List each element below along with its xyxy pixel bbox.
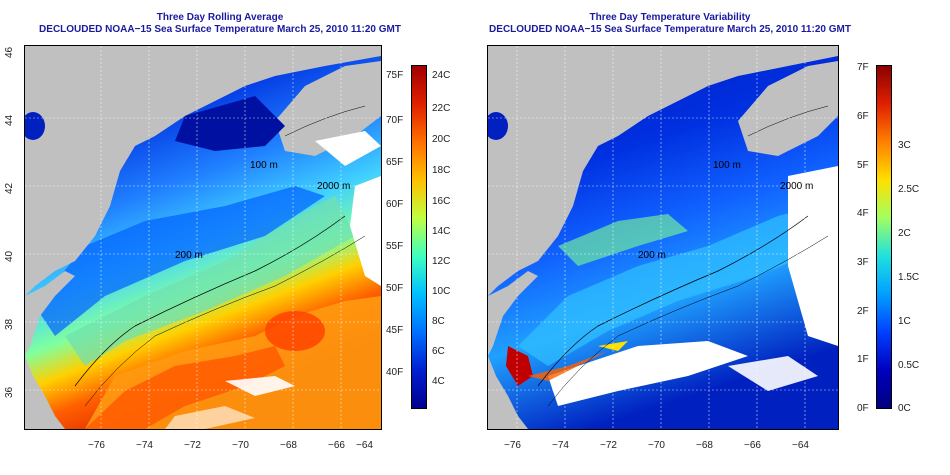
left-cb-65f: 65F bbox=[386, 157, 404, 168]
left-lon-66: −66 bbox=[328, 440, 345, 451]
right-variability-map: 100 m 2000 m 200 m bbox=[487, 45, 839, 430]
right-cb-7f: 7F bbox=[857, 62, 869, 73]
right-contour-label-2000m: 2000 m bbox=[780, 181, 813, 192]
left-lon-68: −68 bbox=[280, 440, 297, 451]
right-title-line1: Three Day Temperature Variability bbox=[589, 12, 751, 23]
left-lon-72: −72 bbox=[184, 440, 201, 451]
left-lat-38: 38 bbox=[4, 318, 15, 330]
left-lon-76: −76 bbox=[88, 440, 105, 451]
left-contour-label-200m: 200 m bbox=[175, 250, 203, 261]
left-lon-64: −64 bbox=[356, 440, 373, 451]
right-lon-64: −64 bbox=[792, 440, 809, 451]
left-lat-44: 44 bbox=[4, 114, 15, 126]
left-cb-55f: 55F bbox=[386, 241, 404, 252]
right-contour-label-200m: 200 m bbox=[638, 250, 666, 261]
left-colorbar bbox=[411, 65, 427, 409]
left-cb-12c: 12C bbox=[432, 256, 451, 267]
right-cb-2c: 2C bbox=[898, 228, 911, 239]
left-cb-70f: 70F bbox=[386, 115, 404, 126]
left-cb-10c: 10C bbox=[432, 286, 451, 297]
left-cb-4c: 4C bbox=[432, 376, 445, 387]
left-cb-40f: 40F bbox=[386, 367, 404, 378]
left-sst-map: 100 m 2000 m 200 m bbox=[24, 45, 382, 430]
right-cb-6f: 6F bbox=[857, 111, 869, 122]
left-cb-75f: 75F bbox=[386, 70, 404, 81]
right-variability-map-svg: 100 m 2000 m 200 m bbox=[488, 46, 838, 429]
right-cb-0-5c: 0.5C bbox=[898, 360, 920, 371]
right-cb-1f: 1F bbox=[857, 354, 869, 365]
left-contour-label-2000m: 2000 m bbox=[317, 181, 350, 192]
left-lat-46: 46 bbox=[4, 46, 15, 58]
right-title-line2: DECLOUDED NOAA−15 Sea Surface Temperatur… bbox=[489, 24, 851, 35]
left-cb-20c: 20C bbox=[432, 134, 451, 145]
right-cb-1c: 1C bbox=[898, 316, 911, 327]
left-cb-8c: 8C bbox=[432, 316, 445, 327]
left-lat-36: 36 bbox=[4, 386, 15, 398]
right-lon-66: −66 bbox=[744, 440, 761, 451]
right-cb-0c: 0C bbox=[898, 403, 911, 414]
left-cb-60f: 60F bbox=[386, 199, 404, 210]
right-cb-2-5c: 2.5C bbox=[898, 184, 920, 195]
left-sst-map-svg: 100 m 2000 m 200 m bbox=[25, 46, 381, 429]
left-cb-16c: 16C bbox=[432, 196, 451, 207]
left-lon-70: −70 bbox=[232, 440, 249, 451]
left-cb-24c: 24C bbox=[432, 70, 451, 81]
right-lon-74: −74 bbox=[552, 440, 569, 451]
left-contour-label-100m: 100 m bbox=[250, 160, 278, 171]
left-cb-14c: 14C bbox=[432, 226, 451, 237]
right-cb-1-5c: 1.5C bbox=[898, 272, 920, 283]
left-cb-45f: 45F bbox=[386, 325, 404, 336]
left-lon-74: −74 bbox=[136, 440, 153, 451]
right-cb-5f: 5F bbox=[857, 160, 869, 171]
right-lon-70: −70 bbox=[648, 440, 665, 451]
left-cb-50f: 50F bbox=[386, 283, 404, 294]
left-title-line1: Three Day Rolling Average bbox=[156, 12, 284, 23]
right-lon-76: −76 bbox=[504, 440, 521, 451]
right-cb-0f: 0F bbox=[857, 403, 869, 414]
right-cb-2f: 2F bbox=[857, 306, 869, 317]
right-lon-68: −68 bbox=[696, 440, 713, 451]
right-colorbar bbox=[876, 65, 892, 409]
right-cb-4f: 4F bbox=[857, 208, 869, 219]
left-cb-6c: 6C bbox=[432, 346, 445, 357]
right-contour-label-100m: 100 m bbox=[713, 160, 741, 171]
left-cb-22c: 22C bbox=[432, 103, 451, 114]
left-lat-42: 42 bbox=[4, 182, 15, 194]
right-cb-3c: 3C bbox=[898, 140, 911, 151]
left-cb-18c: 18C bbox=[432, 165, 451, 176]
right-cb-3f: 3F bbox=[857, 257, 869, 268]
left-lat-40: 40 bbox=[4, 250, 15, 262]
right-lon-72: −72 bbox=[600, 440, 617, 451]
left-title-line2: DECLOUDED NOAA−15 Sea Surface Temperatur… bbox=[39, 24, 401, 35]
